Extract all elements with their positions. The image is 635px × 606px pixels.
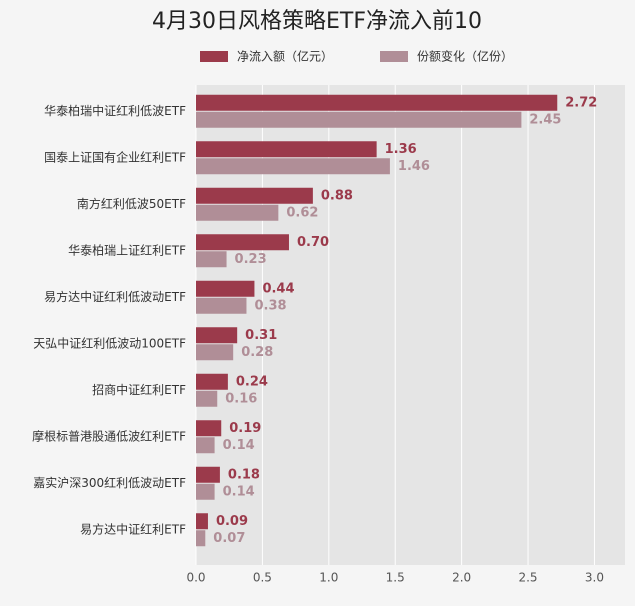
data-label: 1.36 (385, 142, 417, 157)
bar (196, 327, 238, 344)
bar (196, 466, 220, 483)
data-label: 0.09 (216, 514, 248, 529)
data-label: 2.45 (529, 112, 561, 127)
data-label: 0.38 (254, 298, 286, 313)
data-label: 0.88 (321, 188, 353, 203)
x-tick-label: 1.5 (386, 571, 405, 585)
bar (196, 251, 227, 268)
bar (196, 530, 206, 547)
bar (196, 437, 215, 454)
bar (196, 141, 377, 158)
x-tick-label: 3.0 (585, 571, 604, 585)
bar (196, 158, 390, 175)
x-tick-label: 0.0 (186, 571, 205, 585)
data-label: 1.46 (398, 159, 430, 174)
data-label: 0.28 (241, 345, 273, 360)
bar (196, 111, 522, 128)
x-tick-label: 1.0 (319, 571, 338, 585)
x-tick-label: 2.0 (452, 571, 471, 585)
chart-title: 4月30日风格策略ETF净流入前10 (152, 9, 482, 34)
y-tick-label: 国泰上证国有企业红利ETF (44, 149, 186, 164)
legend-label: 净流入额（亿元） (237, 49, 333, 64)
y-tick-label: 嘉实沪深300红利低波动ETF (33, 475, 186, 490)
y-tick-label: 摩根标普港股通低波红利ETF (32, 428, 186, 443)
data-label: 0.16 (225, 391, 257, 406)
y-tick-label: 招商中证红利ETF (92, 382, 186, 397)
bar (196, 373, 228, 390)
bar (196, 204, 279, 221)
bar (196, 344, 234, 361)
bar (196, 280, 255, 297)
y-tick-label: 南方红利低波50ETF (77, 196, 186, 211)
data-label: 0.18 (228, 467, 260, 482)
bar (196, 390, 218, 407)
data-label: 0.70 (297, 235, 329, 250)
bar (196, 94, 558, 111)
bar (196, 187, 313, 204)
data-label: 0.19 (229, 421, 261, 436)
data-label: 0.62 (286, 205, 318, 220)
data-label: 2.72 (565, 95, 597, 110)
data-label: 0.24 (236, 374, 268, 389)
data-label: 0.14 (223, 438, 255, 453)
bar (196, 297, 247, 314)
data-label: 0.07 (213, 531, 245, 546)
legend-swatch (380, 51, 408, 62)
legend-label: 份额变化（亿份） (417, 49, 513, 64)
y-tick-label: 华泰柏瑞中证红利低波ETF (44, 103, 186, 118)
y-tick-label: 华泰柏瑞上证红利ETF (68, 242, 186, 257)
y-tick-label: 天弘中证红利低波动100ETF (33, 335, 186, 350)
bar (196, 513, 208, 530)
x-tick-label: 2.5 (518, 571, 537, 585)
data-label: 0.23 (235, 252, 267, 267)
y-tick-label: 易方达中证红利低波动ETF (44, 289, 186, 304)
y-tick-label: 易方达中证红利ETF (80, 521, 186, 536)
x-tick-label: 0.5 (253, 571, 272, 585)
bar (196, 483, 215, 500)
bar (196, 234, 289, 251)
legend-swatch (200, 51, 228, 62)
bar (196, 420, 222, 437)
data-label: 0.44 (262, 281, 294, 296)
data-label: 0.14 (223, 484, 255, 499)
data-label: 0.31 (245, 328, 277, 343)
